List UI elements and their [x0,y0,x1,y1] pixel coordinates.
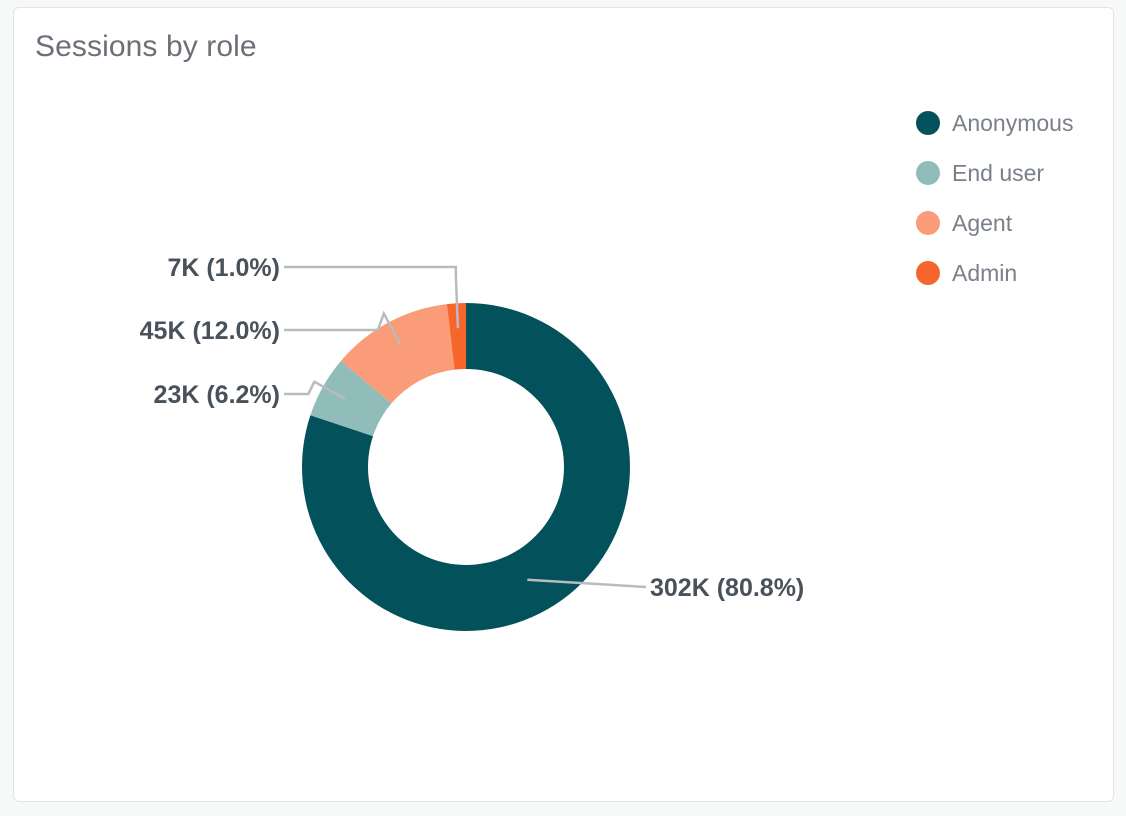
legend-item-admin[interactable]: Admin [916,248,1073,298]
data-label-admin: 7K (1.0%) [167,254,280,282]
legend-swatch [916,211,940,235]
slice-admin[interactable] [446,303,466,370]
donut-chart: 302K (80.8%) 23K (6.2%) 45K (12.0%) 7K (1.0… [140,254,805,631]
data-label-agent: 45K (12.0%) [140,317,280,345]
data-label-end-user: 23K (6.2%) [154,381,280,409]
leader-line-anonymous [527,578,647,589]
legend-label: End user [952,159,1045,186]
slice-end-user[interactable] [310,360,392,437]
data-label-anonymous: 302K (80.8%) [650,574,804,602]
legend-label: Agent [952,209,1013,236]
chart-title: Sessions by role [35,30,257,63]
legend-item-anonymous[interactable]: Anonymous [916,98,1073,148]
leader-lines [284,265,647,589]
leader-line-agent [284,310,402,346]
chart-card: Sessions by role 302K (80.8%) 23K (6.2%) 4… [13,7,1114,802]
legend-label: Admin [952,259,1018,286]
slice-agent[interactable] [341,304,455,404]
legend-label: Anonymous [952,109,1074,136]
legend-item-agent[interactable]: Agent [916,198,1073,248]
leader-line-end-user [284,379,346,400]
chart-legend: Anonymous End user Agent Admin [916,98,1073,298]
data-labels: 302K (80.8%) 23K (6.2%) 45K (12.0%) 7K (1.0… [140,254,805,602]
legend-swatch [916,111,940,135]
donut-slices [301,303,630,631]
legend-swatch [916,161,940,185]
slice-anonymous[interactable] [301,303,630,631]
legend-swatch [916,261,940,285]
legend-item-end-user[interactable]: End user [916,148,1073,198]
leader-line-admin [284,265,460,329]
